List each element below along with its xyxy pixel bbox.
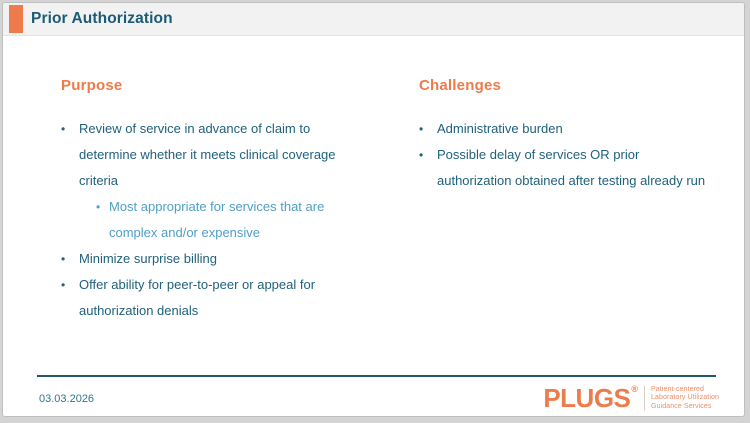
bullet-item: • Possible delay of services OR prior au… bbox=[417, 142, 713, 194]
bullet-item: • Offer ability for peer-to-peer or appe… bbox=[59, 272, 359, 324]
bullet-item: • Administrative burden bbox=[417, 116, 713, 142]
slide-canvas: Prior Authorization Purpose • Review of … bbox=[2, 2, 745, 417]
bullet-text: Possible delay of services OR prior auth… bbox=[437, 147, 706, 188]
bullet-text: Offer ability for peer-to-peer or appeal… bbox=[79, 277, 316, 318]
bullet-item: • Minimize surprise billing bbox=[59, 246, 359, 272]
footer-divider bbox=[37, 375, 716, 377]
bullet-icon: • bbox=[61, 122, 66, 136]
purpose-heading: Purpose bbox=[61, 77, 123, 94]
bullet-icon: • bbox=[61, 252, 66, 266]
bullet-text: Minimize surprise billing bbox=[79, 251, 217, 266]
bullet-item: • Review of service in advance of claim … bbox=[59, 116, 359, 194]
tagline-line: Guidance Services bbox=[651, 402, 712, 410]
challenges-list: • Administrative burden • Possible delay… bbox=[417, 116, 713, 194]
registered-trademark-icon: ® bbox=[631, 384, 639, 394]
bullet-icon: • bbox=[61, 278, 66, 292]
purpose-section: Purpose • Review of service in advance o… bbox=[59, 77, 359, 324]
slide-header: Prior Authorization bbox=[3, 3, 744, 36]
challenges-section: Challenges • Administrative burden • Pos… bbox=[417, 77, 713, 194]
tagline-line: Laboratory Utilization bbox=[651, 394, 719, 402]
bullet-icon: • bbox=[96, 200, 101, 214]
slide-title: Prior Authorization bbox=[31, 10, 173, 27]
challenges-heading: Challenges bbox=[419, 77, 502, 94]
footer-date: 03.03.2026 bbox=[39, 393, 95, 405]
sub-bullet-text: Most appropriate for services that are c… bbox=[109, 199, 325, 240]
bullet-icon: • bbox=[419, 148, 424, 162]
header-accent-bar bbox=[9, 5, 23, 33]
plugs-logo-wordmark: PLUGS® bbox=[543, 383, 639, 414]
logo-divider bbox=[644, 386, 646, 411]
bullet-icon: • bbox=[419, 122, 424, 136]
tagline-line: Patient-centered bbox=[651, 385, 704, 393]
bullet-text: Review of service in advance of claim to… bbox=[79, 121, 336, 188]
plugs-logo-text: PLUGS bbox=[543, 383, 631, 413]
plugs-logo: PLUGS® Patient-centered Laboratory Utili… bbox=[543, 383, 719, 414]
purpose-list: • Review of service in advance of claim … bbox=[59, 116, 359, 324]
bullet-text: Administrative burden bbox=[437, 121, 563, 136]
logo-tagline: Patient-centered Laboratory Utilization … bbox=[651, 386, 719, 412]
sub-bullet-item: • Most appropriate for services that are… bbox=[59, 194, 359, 246]
